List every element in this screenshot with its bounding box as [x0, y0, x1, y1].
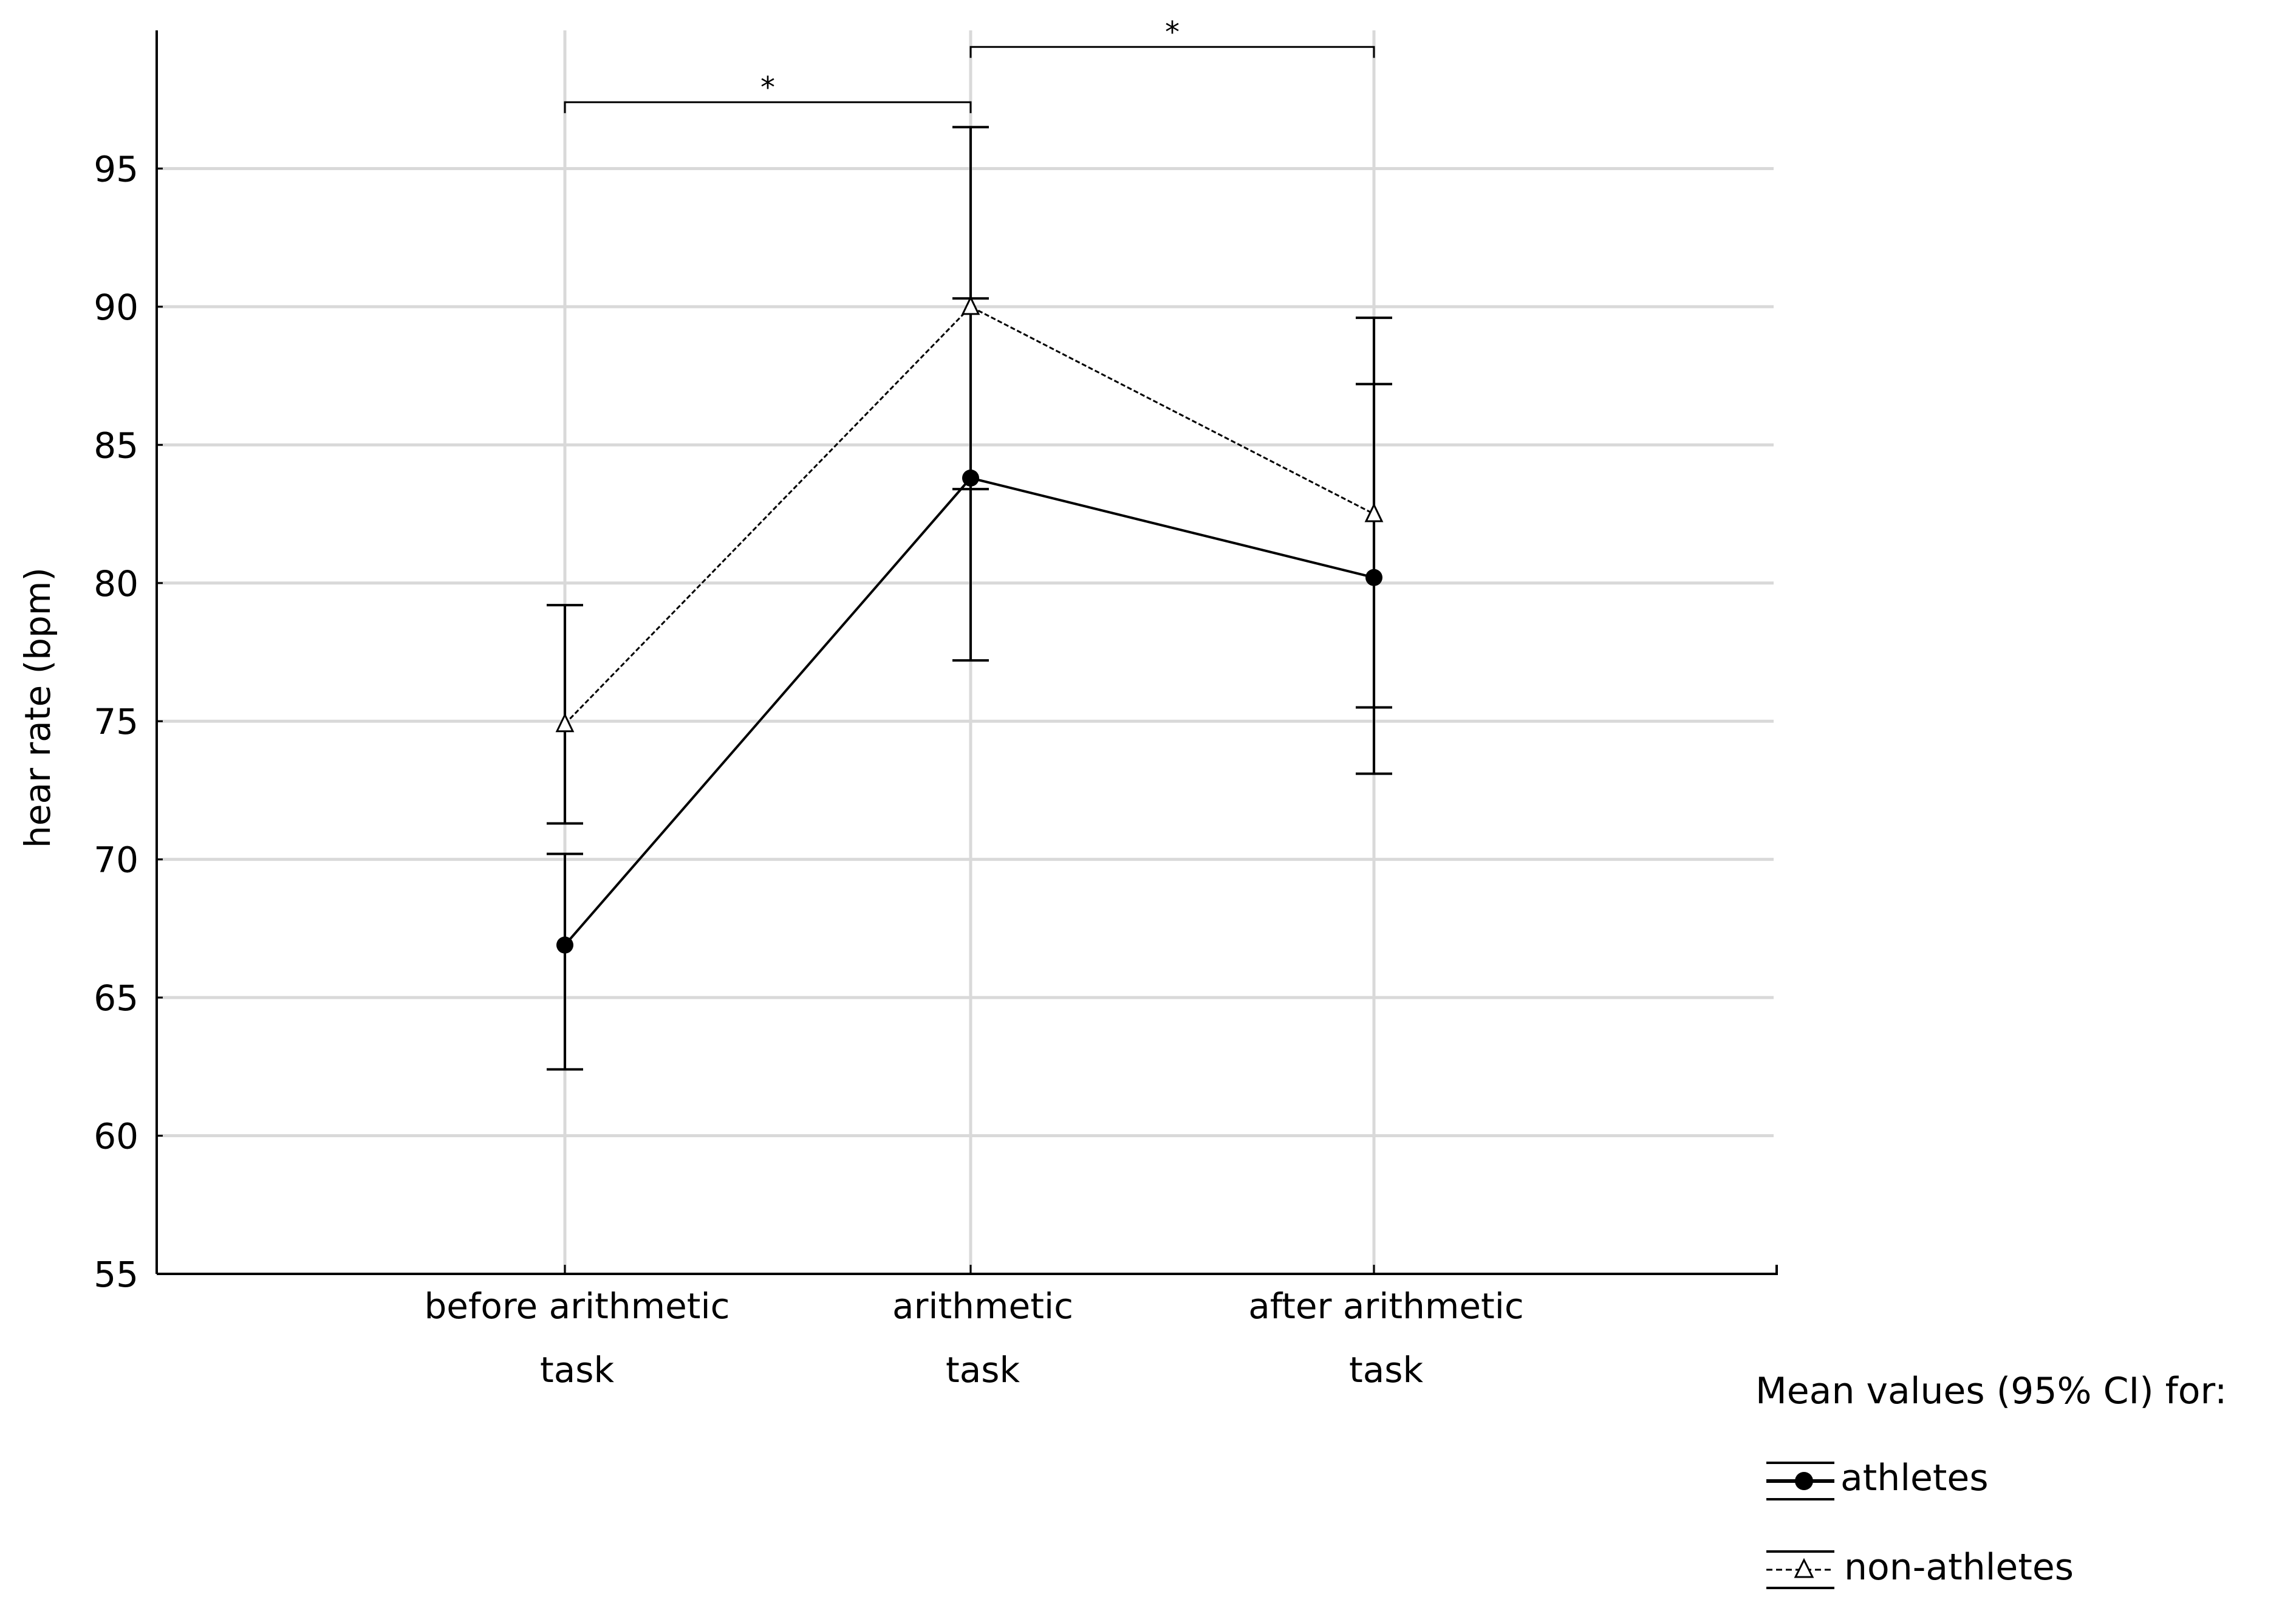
y-tick-label: 55: [94, 1254, 138, 1295]
significance-bracket-0: [564, 101, 972, 114]
y-tick-label: 65: [94, 977, 138, 1019]
legend-marker: [1795, 1472, 1813, 1490]
x-tick-label: arithmetic: [892, 1285, 1073, 1327]
x-tick-label: task: [1349, 1349, 1424, 1391]
legend-item-athletes: athletes: [1766, 1457, 1989, 1500]
significance-label: *: [1165, 15, 1180, 49]
significance-label: *: [760, 70, 775, 104]
x-tick-label: task: [946, 1349, 1020, 1391]
legend: Mean values (95% CI) for: athletes non-a…: [1755, 1370, 2227, 1589]
x-ticks: before arithmetic task arithmetic task after…: [424, 1265, 1524, 1391]
y-tick-label: 80: [94, 563, 138, 604]
y-tick-label: 95: [94, 148, 138, 190]
significance-bracket-1: [969, 46, 1375, 58]
legend-label-athletes: athletes: [1840, 1457, 1989, 1499]
legend-marker: [1794, 1558, 1814, 1578]
legend-symbol-non-athletes: [1766, 1550, 1834, 1589]
data-point-athletes: [556, 936, 573, 954]
legend-item-non-athletes: non-athletes: [1766, 1546, 2074, 1589]
y-tick-label: 70: [94, 840, 138, 881]
y-tick-label: 60: [94, 1116, 138, 1157]
legend-title: Mean values (95% CI) for:: [1755, 1370, 2227, 1412]
data-point-non-athletes: [961, 295, 980, 315]
y-tick-label: 75: [94, 701, 138, 742]
y-tick-label: 90: [94, 287, 138, 328]
series-non-athletes: [547, 126, 1392, 825]
data-point-non-athletes: [555, 713, 575, 733]
axes: [155, 30, 1778, 1275]
legend-label-non-athletes: non-athletes: [1844, 1546, 2074, 1589]
x-tick-label: after arithmetic: [1248, 1285, 1524, 1327]
grid: [157, 30, 1774, 1274]
series-layer: [547, 126, 1392, 1071]
significance-brackets: **: [564, 15, 1375, 114]
y-ticks: 55 60 65 70 75 80 85 90 95: [94, 148, 163, 1295]
y-tick-label: 85: [94, 425, 138, 466]
data-point-non-athletes: [1364, 502, 1384, 522]
series-line-non-athletes: [564, 306, 1375, 725]
x-tick-label: task: [540, 1349, 615, 1391]
legend-symbol-athletes: [1766, 1462, 1834, 1500]
y-axis-label: hear rate (bpm): [17, 567, 58, 848]
x-tick-label: before arithmetic: [424, 1285, 729, 1327]
